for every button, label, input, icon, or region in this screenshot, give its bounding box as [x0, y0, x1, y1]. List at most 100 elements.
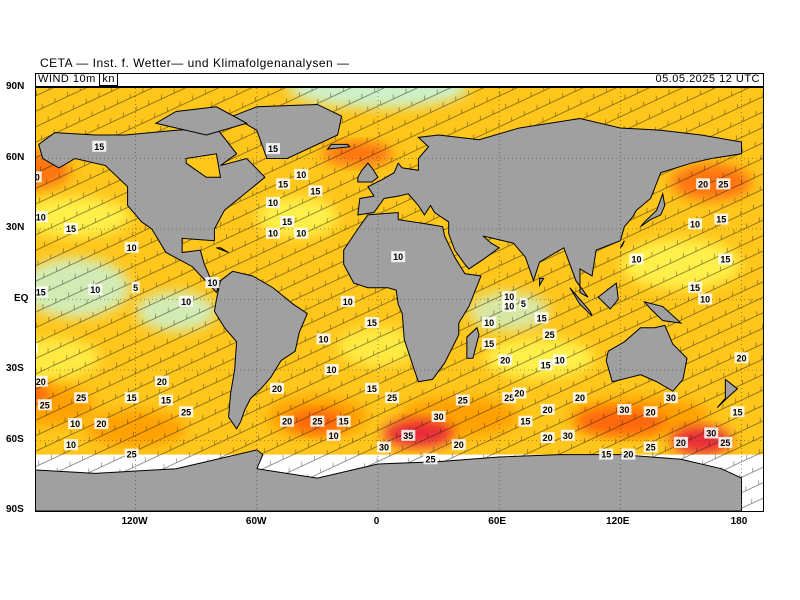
contour-label-box: [270, 382, 285, 394]
contour-label-box: [518, 415, 533, 427]
contour-label-box: [698, 293, 713, 305]
contour-label-box: [280, 215, 295, 227]
contour-label-box: [572, 392, 587, 404]
contour-label: 25: [40, 400, 50, 410]
contour-label-box: [64, 223, 79, 234]
contour-label: 25: [646, 443, 656, 453]
contour-label: 25: [458, 396, 468, 406]
contour-label-box: [377, 441, 392, 453]
lat-label: 90N: [6, 81, 25, 92]
contour-label: 15: [732, 407, 742, 417]
contour-label: 30: [379, 443, 389, 453]
lat-label: 90S: [6, 504, 24, 515]
contour-label: 10: [70, 419, 80, 429]
contour-label: 20: [96, 419, 106, 429]
contour-label: 20: [543, 405, 553, 415]
contour-label-box: [718, 253, 733, 265]
contour-label-box: [36, 171, 42, 183]
contour-label: 10: [504, 302, 514, 312]
contour-label-box: [423, 453, 438, 465]
contour-label-box: [74, 392, 89, 404]
contour-label-box: [621, 448, 636, 460]
contour-label-box: [502, 291, 517, 303]
contour-label-box: [482, 317, 497, 328]
lat-label: 60S: [6, 433, 24, 445]
contour-label-box: [179, 406, 194, 418]
contour-label: 25: [76, 393, 86, 403]
lon-label: 120E: [606, 516, 630, 527]
info-bar: [35, 73, 764, 87]
contour-label: 15: [541, 360, 551, 370]
contour-label: 10: [66, 440, 76, 450]
contour-label-box: [316, 333, 331, 345]
contour-label: 25: [312, 417, 322, 427]
contour-label: 15: [339, 417, 349, 427]
contour-label-box: [276, 178, 291, 190]
land-masses: [36, 103, 743, 511]
contour-label: 10: [631, 255, 641, 265]
contour-label: 15: [268, 144, 278, 154]
contour-label: 20: [514, 389, 524, 399]
contour-label: 20: [454, 440, 464, 450]
contour-label-box: [326, 429, 341, 441]
contour-label: 10: [327, 365, 337, 375]
contour-label: 10: [296, 170, 306, 180]
contour-label: 25: [425, 454, 435, 464]
contour-label-box: [36, 375, 48, 387]
contour-label: 15: [601, 450, 611, 460]
contour-label: 30: [434, 412, 444, 422]
contour-label: 35: [403, 431, 413, 441]
contour-label-box: [455, 394, 470, 406]
contour-label: 15: [367, 318, 377, 328]
contour-label-box: [94, 418, 109, 430]
contour-label-box: [502, 300, 517, 312]
contour-label-box: [124, 241, 139, 253]
contour-label-box: [540, 403, 555, 415]
contour-labels: 1520101515105101015202525152015251020251…: [36, 140, 749, 465]
contour-label-box: [364, 317, 379, 328]
contour-label-box: [36, 211, 48, 223]
contour-label-box: [542, 328, 557, 340]
field-name: WIND 10m: [38, 73, 96, 85]
contour-label-box: [714, 213, 729, 225]
contour-label-box: [205, 277, 220, 289]
contour-label: 15: [94, 142, 104, 152]
contour-label-box: [294, 168, 309, 180]
contour-label-box: [64, 439, 79, 451]
contour-label-box: [663, 392, 678, 404]
field-label: WIND 10m kn: [38, 73, 118, 86]
contour-label: 25: [718, 179, 728, 189]
contour-label: 10: [690, 219, 700, 229]
lat-label: 60N: [6, 151, 25, 163]
lon-label: 120W: [121, 516, 148, 527]
contour-label-box: [431, 411, 446, 422]
contour-label-box: [385, 392, 400, 404]
contour-label: 10: [90, 285, 100, 295]
contour-label-box: [131, 281, 140, 293]
contour-label: 10: [318, 334, 328, 344]
contour-label-box: [88, 284, 103, 296]
contour-label-box: [552, 354, 567, 366]
contour-label: 15: [720, 255, 730, 265]
contour-label: 15: [161, 396, 171, 406]
contour-label-box: [340, 295, 355, 307]
contour-label-box: [280, 415, 295, 427]
contour-label: 20: [623, 450, 633, 460]
contour-label: 25: [127, 450, 137, 460]
contour-label: 10: [181, 297, 191, 307]
contour-label: 15: [127, 393, 137, 403]
lat-label: 30S: [6, 363, 24, 374]
contour-label-box: [502, 392, 517, 404]
contour-label: 15: [520, 417, 530, 427]
contour-label: 10: [329, 431, 339, 441]
contour-label-box: [643, 406, 658, 418]
contour-label-box: [688, 218, 703, 230]
lon-label: 180: [730, 516, 748, 527]
contour-label: 25: [545, 330, 555, 340]
contour-label: 10: [296, 229, 306, 239]
contour-label: 5: [133, 283, 138, 293]
contour-label: 20: [698, 179, 708, 189]
lat-label: EQ: [14, 292, 29, 304]
contour-label: 10: [555, 356, 565, 366]
contour-label-box: [37, 399, 52, 411]
